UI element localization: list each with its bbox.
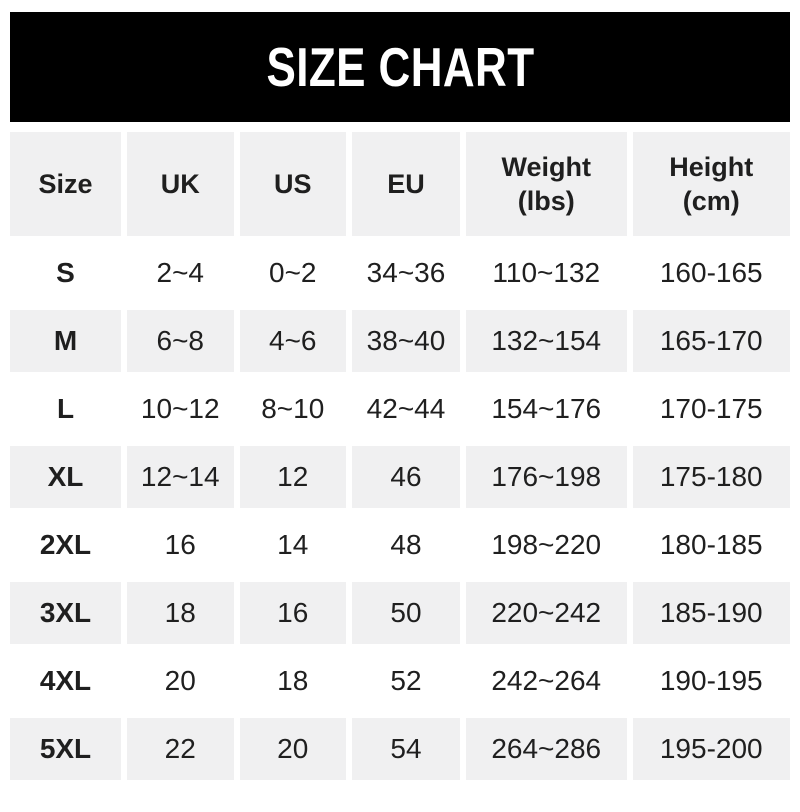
header-row: Size UK US EU Weight (lbs) Height (cm) (10, 132, 790, 236)
eu-cell: 34~36 (352, 242, 460, 304)
size-chart-page: SIZE CHART Size UK US EU W (0, 12, 800, 786)
table-row-m: M 6~8 4~6 38~40 132~154 165-170 (10, 310, 790, 372)
us-cell: 0~2 (239, 242, 346, 304)
table-row-s: S 2~4 0~2 34~36 110~132 160-165 (10, 242, 790, 304)
table-row-xl: XL 12~14 12 46 176~198 175-180 (10, 446, 790, 508)
size-cell: M (10, 310, 121, 372)
eu-cell: 42~44 (352, 378, 460, 440)
uk-cell: 6~8 (127, 310, 234, 372)
col-header-sublabel: (lbs) (517, 186, 575, 216)
weight-cell: 220~242 (466, 582, 627, 644)
col-header-label: EU (387, 168, 425, 199)
us-cell: 4~6 (239, 310, 346, 372)
uk-cell: 22 (127, 718, 234, 780)
weight-cell: 154~176 (466, 378, 627, 440)
table-row-3xl: 3XL 18 16 50 220~242 185-190 (10, 582, 790, 644)
height-cell: 190-195 (632, 650, 790, 712)
height-cell: 160-165 (632, 242, 790, 304)
col-header-size: Size (10, 132, 121, 236)
us-cell: 20 (239, 718, 346, 780)
height-cell: 180-185 (632, 514, 790, 576)
col-header-label: Height (669, 151, 754, 182)
col-header-uk: UK (127, 132, 234, 236)
uk-cell: 16 (127, 514, 234, 576)
size-cell: 5XL (10, 718, 121, 780)
height-cell: 195-200 (632, 718, 790, 780)
height-cell: 165-170 (632, 310, 790, 372)
table-row-2xl: 2XL 16 14 48 198~220 180-185 (10, 514, 790, 576)
eu-cell: 48 (352, 514, 460, 576)
us-cell: 12 (239, 446, 346, 508)
weight-cell: 132~154 (466, 310, 627, 372)
us-cell: 8~10 (239, 378, 346, 440)
col-header-label: Size (38, 168, 93, 199)
col-header-label: UK (160, 168, 200, 199)
col-header-label: US (273, 168, 312, 199)
col-header-eu: EU (352, 132, 460, 236)
size-cell: 3XL (10, 582, 121, 644)
eu-cell: 38~40 (352, 310, 460, 372)
us-cell: 16 (239, 582, 346, 644)
uk-cell: 2~4 (127, 242, 234, 304)
uk-cell: 20 (127, 650, 234, 712)
title-banner: SIZE CHART (10, 12, 790, 122)
uk-cell: 10~12 (127, 378, 234, 440)
weight-cell: 110~132 (466, 242, 627, 304)
height-cell: 170-175 (632, 378, 790, 440)
uk-cell: 18 (127, 582, 234, 644)
page-title: SIZE CHART (266, 36, 534, 98)
weight-cell: 264~286 (466, 718, 627, 780)
size-cell: XL (10, 446, 121, 508)
uk-cell: 12~14 (127, 446, 234, 508)
height-cell: 185-190 (632, 582, 790, 644)
size-chart-table: Size UK US EU Weight (lbs) Height (cm) (4, 126, 796, 786)
col-header-us: US (239, 132, 346, 236)
eu-cell: 52 (352, 650, 460, 712)
table-row-4xl: 4XL 20 18 52 242~264 190-195 (10, 650, 790, 712)
col-header-weight: Weight (lbs) (466, 132, 627, 236)
size-cell: 2XL (10, 514, 121, 576)
eu-cell: 46 (352, 446, 460, 508)
size-cell: L (10, 378, 121, 440)
weight-cell: 198~220 (466, 514, 627, 576)
eu-cell: 54 (352, 718, 460, 780)
size-cell: S (10, 242, 121, 304)
weight-cell: 176~198 (466, 446, 627, 508)
us-cell: 14 (239, 514, 346, 576)
col-header-sublabel: (cm) (682, 186, 740, 216)
eu-cell: 50 (352, 582, 460, 644)
col-header-height: Height (cm) (632, 132, 790, 236)
col-header-label: Weight (501, 151, 592, 182)
table-row-l: L 10~12 8~10 42~44 154~176 170-175 (10, 378, 790, 440)
weight-cell: 242~264 (466, 650, 627, 712)
us-cell: 18 (239, 650, 346, 712)
size-cell: 4XL (10, 650, 121, 712)
table-row-5xl: 5XL 22 20 54 264~286 195-200 (10, 718, 790, 780)
height-cell: 175-180 (632, 446, 790, 508)
